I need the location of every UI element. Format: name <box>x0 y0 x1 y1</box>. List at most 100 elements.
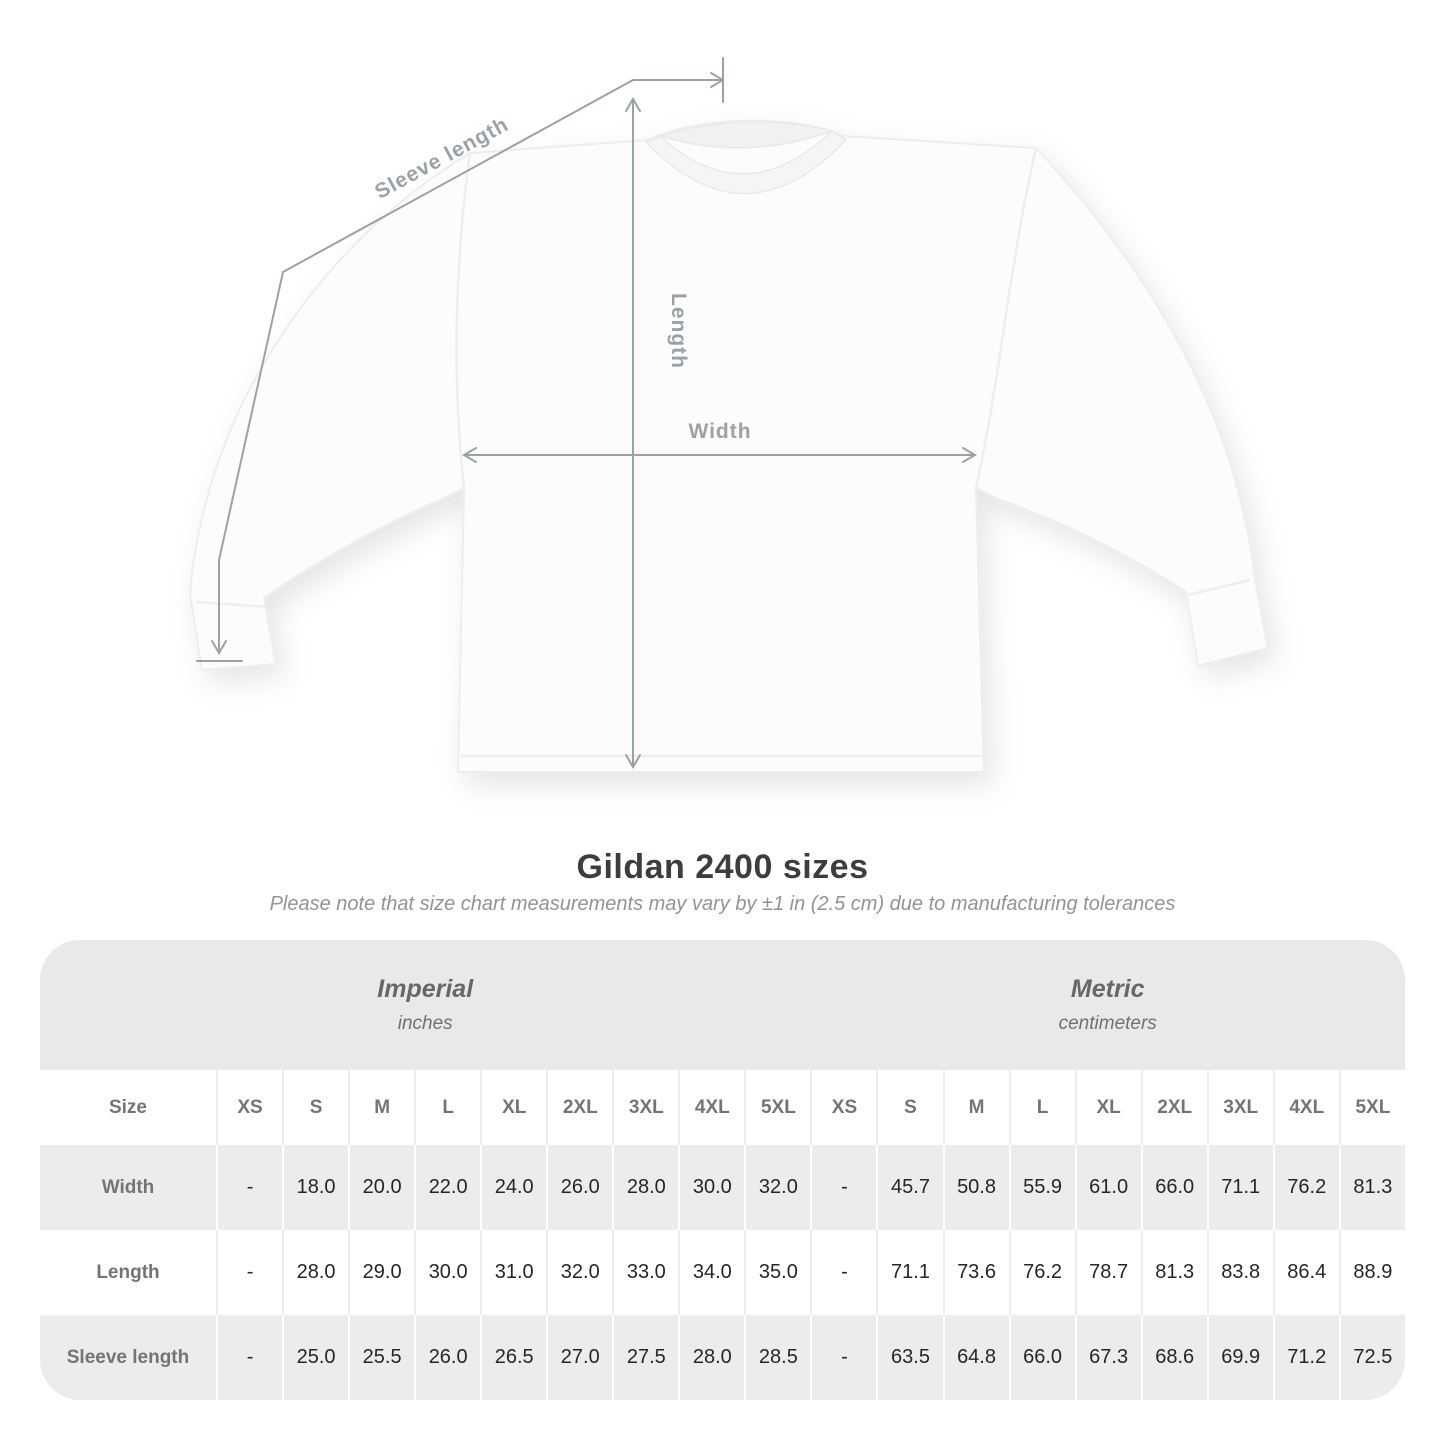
imperial-group-header: Imperial inches <box>40 940 811 1070</box>
value-cell: 69.9 <box>1206 1315 1273 1400</box>
value-cell: 71.1 <box>876 1230 943 1315</box>
width-left-arrowhead <box>462 447 477 463</box>
size-header-metric: L <box>1008 1070 1075 1145</box>
value-cell: 20.0 <box>348 1145 415 1230</box>
value-cell: 76.2 <box>1272 1145 1339 1230</box>
value-cell: 30.0 <box>678 1145 745 1230</box>
size-header-imperial: XL <box>480 1070 547 1145</box>
long-sleeve-shirt-illustration: Sleeve length Length Width <box>189 57 1269 773</box>
size-header-imperial: 2XL <box>546 1070 613 1145</box>
shirt-seams <box>195 147 1251 758</box>
value-cell: 26.0 <box>546 1145 613 1230</box>
imperial-units-label: inches <box>397 1013 453 1034</box>
size-header-imperial: 5XL <box>744 1070 811 1145</box>
length-up-arrowhead <box>625 97 641 112</box>
measurement-row-sleeve-length: Sleeve length -25.0 25.5 26.0 26.5 27.0 27.5 28… <box>40 1315 1405 1400</box>
value-cell: 22.0 <box>414 1145 481 1230</box>
value-cell: 28.0 <box>282 1230 349 1315</box>
row-label: Sleeve length <box>40 1315 216 1400</box>
value-cell: 31.0 <box>480 1230 547 1315</box>
row-label: Length <box>40 1230 216 1315</box>
imperial-label: Imperial <box>377 975 474 1003</box>
size-header-metric: 2XL <box>1140 1070 1207 1145</box>
page-title: Gildan 2400 sizes <box>576 848 869 886</box>
value-cell: 32.0 <box>546 1230 613 1315</box>
value-cell: 63.5 <box>876 1315 943 1400</box>
value-cell: 28.0 <box>612 1145 679 1230</box>
value-cell: 18.0 <box>282 1145 349 1230</box>
value-cell: 73.6 <box>942 1230 1009 1315</box>
value-cell: 83.8 <box>1206 1230 1273 1315</box>
value-cell: 86.4 <box>1272 1230 1339 1315</box>
value-cell: 26.5 <box>480 1315 547 1400</box>
size-header-imperial: S <box>282 1070 349 1145</box>
tolerance-note: Please note that size chart measurements… <box>269 893 1176 915</box>
value-cell: - <box>216 1315 283 1400</box>
measurement-row-width: Width -18.0 20.0 22.0 24.0 26.0 28.0 30.0 32.0-4… <box>40 1145 1405 1230</box>
size-chart-section: Imperial inches Metric centimeters Size XS S M L… <box>40 940 1405 1400</box>
row-label: Width <box>40 1145 216 1230</box>
unit-group-header-row: Imperial inches Metric centimeters <box>40 940 1405 1070</box>
size-column-label: Size <box>40 1070 216 1145</box>
size-header-imperial: XS <box>216 1070 283 1145</box>
shirt-measurement-diagram: Sleeve length Length Width <box>189 57 1269 773</box>
value-cell: 29.0 <box>348 1230 415 1315</box>
size-header-metric: XS <box>810 1070 877 1145</box>
size-header-metric: 4XL <box>1272 1070 1339 1145</box>
metric-units-label: centimeters <box>1058 1013 1157 1034</box>
value-cell: 26.0 <box>414 1315 481 1400</box>
value-cell: 32.0 <box>744 1145 811 1230</box>
value-cell: 45.7 <box>876 1145 943 1230</box>
shirt-collar <box>644 120 848 195</box>
size-header-metric: S <box>876 1070 943 1145</box>
value-cell: 27.0 <box>546 1315 613 1400</box>
value-cell: 64.8 <box>942 1315 1009 1400</box>
size-header-row: Size XS S M L XL 2XL 3XL 4XL 5XL XS S M L XL 2XL 3XL 4XL 5… <box>40 1070 1405 1145</box>
value-cell: 66.0 <box>1140 1145 1207 1230</box>
value-cell: 61.0 <box>1074 1145 1141 1230</box>
value-cell: 72.5 <box>1338 1315 1405 1400</box>
value-cell: 76.2 <box>1008 1230 1075 1315</box>
value-cell: 66.0 <box>1008 1315 1075 1400</box>
value-cell: - <box>216 1145 283 1230</box>
value-cell: 28.5 <box>744 1315 811 1400</box>
size-header-metric: M <box>942 1070 1009 1145</box>
width-label: Width <box>688 420 751 443</box>
value-cell: - <box>216 1230 283 1315</box>
measurement-lines <box>196 57 977 769</box>
size-header-imperial: L <box>414 1070 481 1145</box>
size-header-imperial: 4XL <box>678 1070 745 1145</box>
value-cell: - <box>810 1145 877 1230</box>
length-label: Length <box>667 293 690 369</box>
value-cell: 81.3 <box>1338 1145 1405 1230</box>
value-cell: 30.0 <box>414 1230 481 1315</box>
value-cell: 27.5 <box>612 1315 679 1400</box>
value-cell: 25.0 <box>282 1315 349 1400</box>
value-cell: 50.8 <box>942 1145 1009 1230</box>
value-cell: 81.3 <box>1140 1230 1207 1315</box>
size-header-imperial: 3XL <box>612 1070 679 1145</box>
value-cell: 24.0 <box>480 1145 547 1230</box>
value-cell: 33.0 <box>612 1230 679 1315</box>
value-cell: 35.0 <box>744 1230 811 1315</box>
sleeve-length-down-arrowhead <box>211 640 227 655</box>
value-cell: 68.6 <box>1140 1315 1207 1400</box>
value-cell: 25.5 <box>348 1315 415 1400</box>
value-cell: 78.7 <box>1074 1230 1141 1315</box>
value-cell: 55.9 <box>1008 1145 1075 1230</box>
size-chart-table: Imperial inches Metric centimeters Size XS S M L… <box>40 940 1405 1400</box>
metric-label: Metric <box>1070 975 1145 1003</box>
value-cell: 71.2 <box>1272 1315 1339 1400</box>
value-cell: 67.3 <box>1074 1315 1141 1400</box>
shirt-silhouette <box>189 119 1269 773</box>
measurement-row-length: Length -28.0 29.0 30.0 31.0 32.0 33.0 34.0 35.0-… <box>40 1230 1405 1315</box>
value-cell: 34.0 <box>678 1230 745 1315</box>
size-header-imperial: M <box>348 1070 415 1145</box>
sleeve-length-line <box>218 79 634 653</box>
value-cell: 88.9 <box>1338 1230 1405 1315</box>
value-cell: 28.0 <box>678 1315 745 1400</box>
length-down-arrowhead <box>625 754 641 769</box>
size-header-metric: XL <box>1074 1070 1141 1145</box>
width-right-arrowhead <box>962 447 977 463</box>
metric-group-header: Metric centimeters <box>810 940 1405 1070</box>
